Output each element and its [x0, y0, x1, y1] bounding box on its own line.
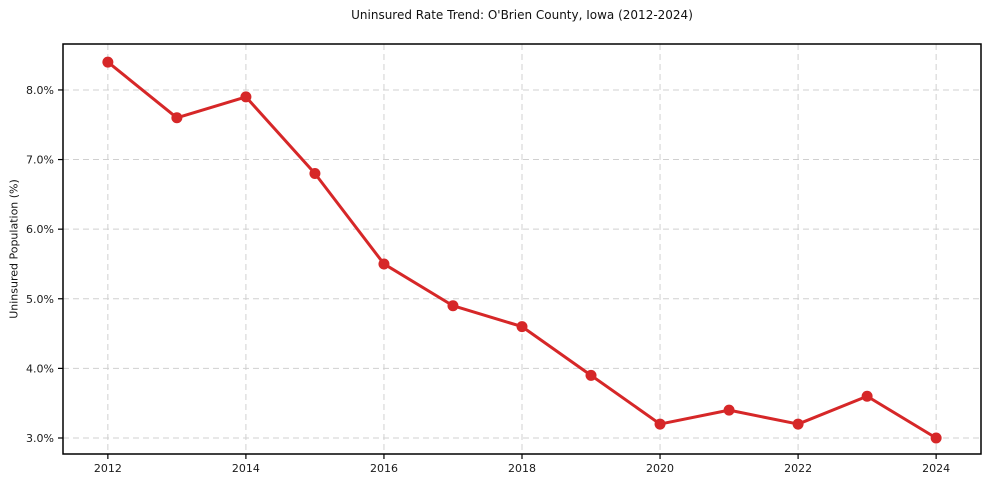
x-tick-label: 2016	[370, 462, 398, 475]
chart-title: Uninsured Rate Trend: O'Brien County, Io…	[351, 8, 693, 22]
data-point	[654, 418, 666, 430]
data-point	[930, 432, 942, 444]
data-point	[102, 56, 114, 68]
data-point	[171, 112, 183, 124]
x-tick-label: 2022	[784, 462, 812, 475]
data-point	[516, 321, 528, 333]
y-tick-label: 8.0%	[26, 84, 54, 97]
data-point	[585, 369, 597, 381]
y-tick-label: 5.0%	[26, 293, 54, 306]
data-point	[378, 258, 390, 270]
data-point	[723, 404, 735, 416]
data-point	[447, 300, 459, 312]
x-tick-label: 2012	[94, 462, 122, 475]
data-point	[309, 167, 321, 179]
y-tick-label: 3.0%	[26, 432, 54, 445]
plot-border	[62, 43, 982, 455]
y-tick-label: 4.0%	[26, 362, 54, 375]
x-tick-label: 2018	[508, 462, 536, 475]
data-point	[240, 91, 252, 103]
data-point	[792, 418, 804, 430]
x-tick-label: 2024	[922, 462, 950, 475]
data-point	[861, 390, 873, 402]
x-tick-label: 2014	[232, 462, 260, 475]
y-tick-label: 6.0%	[26, 223, 54, 236]
x-tick-label: 2020	[646, 462, 674, 475]
y-tick-label: 7.0%	[26, 154, 54, 167]
